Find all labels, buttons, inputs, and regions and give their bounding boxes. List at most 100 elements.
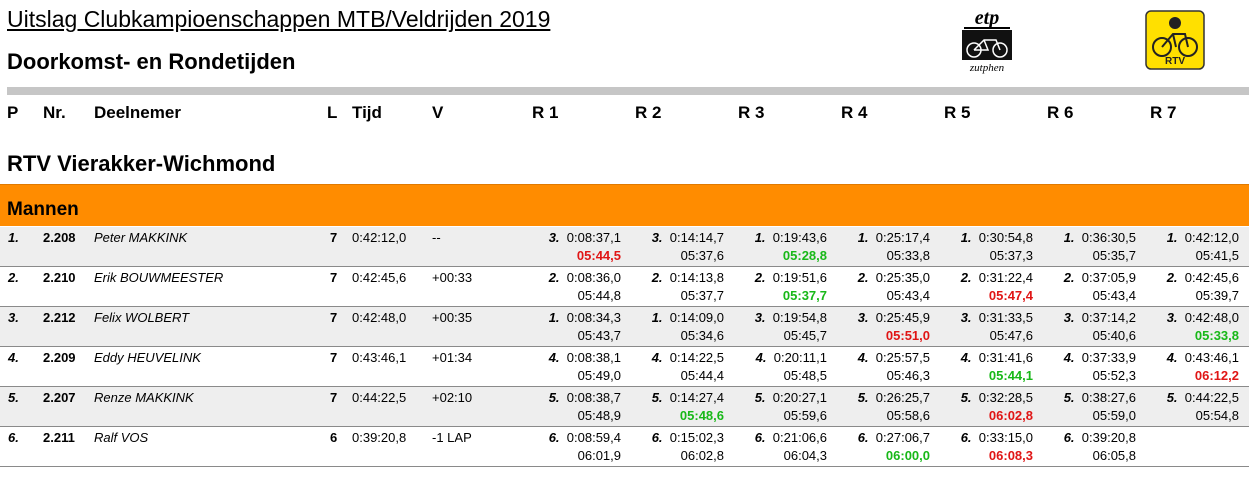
round-passage: 2. 0:31:22,4 [961,270,1033,285]
round-passage: 2. 0:37:05,9 [1064,270,1136,285]
col-header-time: Tijd [352,103,382,122]
round-cumulative-time: 0:44:22,5 [1184,390,1239,405]
round-passage: 4. 0:14:22,5 [652,350,724,365]
rider-gap: +00:33 [432,270,473,285]
round-cell: 6. 0:08:59,4 06:01,9 [518,427,621,466]
round-passage: 1. 0:30:54,8 [961,230,1033,245]
header-divider [7,87,1249,95]
round-passage: 3. 0:37:14,2 [1064,310,1136,325]
lap-time: 05:48,5 [783,368,827,383]
col-header-gap: V [432,103,444,122]
round-rank: 4. [1063,350,1075,365]
round-rank: 5. [857,390,869,405]
rider-laps: 7 [330,270,338,285]
round-cell: 6. 0:27:06,7 06:00,0 [827,427,930,466]
lap-time: 06:04,3 [783,448,827,463]
round-cumulative-time: 0:14:22,5 [669,350,724,365]
round-passage: 4. 0:43:46,1 [1167,350,1239,365]
round-passage: 5. 0:32:28,5 [961,390,1033,405]
round-cell: 2. 0:14:13,8 05:37,7 [621,267,724,306]
lap-time: 05:48,9 [577,408,621,423]
fastest-lap-time: 05:44,1 [988,368,1033,383]
round-rank: 2. [754,270,766,285]
lap-time: 05:44,4 [680,368,724,383]
round-rank: 2. [548,270,560,285]
round-cumulative-time: 0:08:38,1 [566,350,621,365]
round-rank: 5. [754,390,766,405]
round-passage: 2. 0:42:45,6 [1167,270,1239,285]
round-rank: 3. [960,310,972,325]
round-passage: 3. 0:08:37,1 [549,230,621,245]
round-cell: 1. 0:36:30,5 05:35,7 [1033,227,1136,266]
rider-total-time: 0:42:12,0 [352,230,407,245]
round-cell: 3. 0:37:14,2 05:40,6 [1033,307,1136,346]
round-passage: 6. 0:15:02,3 [652,430,724,445]
lap-time: 05:45,7 [783,328,827,343]
round-cell: 5. 0:20:27,1 05:59,6 [724,387,827,426]
round-cell: 6. 0:33:15,0 06:08,3 [930,427,1033,466]
round-rank: 4. [755,350,767,365]
round-passage: 2. 0:14:13,8 [652,270,724,285]
col-header-round-2: R 2 [635,103,662,122]
rider-laps: 7 [330,230,338,245]
round-cumulative-time: 0:42:12,0 [1184,230,1239,245]
lap-time: 05:39,7 [1195,288,1239,303]
round-cell: 6. 0:21:06,6 06:04,3 [724,427,827,466]
rider-number: 2.209 [43,350,76,365]
round-rank: 6. [960,430,972,445]
round-passage: 6. 0:27:06,7 [858,430,930,445]
lap-time: 05:47,6 [989,328,1033,343]
round-cell: 3. 0:08:37,1 05:44,5 [518,227,621,266]
round-rank: 6. [754,430,766,445]
round-cell: 4. 0:08:38,1 05:49,0 [518,347,621,386]
lap-time: 05:41,5 [1195,248,1239,263]
round-passage: 3. 0:14:14,7 [652,230,724,245]
round-passage: 5. 0:38:27,6 [1064,390,1136,405]
round-cell: 3. 0:31:33,5 05:47,6 [930,307,1033,346]
rider-laps: 6 [330,430,338,445]
round-cumulative-time: 0:08:34,3 [566,310,621,325]
round-cumulative-time: 0:19:54,8 [772,310,827,325]
round-cumulative-time: 0:38:27,6 [1081,390,1136,405]
rider-position: 5. [8,390,19,405]
rider-number: 2.212 [43,310,76,325]
lap-time: 05:52,3 [1092,368,1136,383]
rider-number: 2.211 [43,430,75,445]
lap-time: 05:34,6 [680,328,724,343]
rider-gap: +02:10 [432,390,473,405]
rider-gap: +01:34 [432,350,473,365]
col-header-participant: Deelnemer [94,103,181,122]
round-cell: 4. 0:14:22,5 05:44,4 [621,347,724,386]
rider-position: 6. [8,430,19,445]
lap-time: 05:58,6 [886,408,930,423]
rider-position: 2. [8,270,19,285]
round-passage: 1. 0:19:43,6 [755,230,827,245]
round-cumulative-time: 0:14:09,0 [669,310,724,325]
slowest-lap-time: 05:47,4 [988,288,1033,303]
round-cell: 3. 0:14:14,7 05:37,6 [621,227,724,266]
round-cell: 3. 0:25:45,9 05:51,0 [827,307,930,346]
slowest-lap-time: 05:51,0 [885,328,930,343]
round-passage: 4. 0:08:38,1 [549,350,621,365]
lap-time: 05:43,7 [577,328,621,343]
round-cell: 5. 0:08:38,7 05:48,9 [518,387,621,426]
round-cumulative-time: 0:08:38,7 [566,390,621,405]
round-cumulative-time: 0:08:37,1 [566,230,621,245]
rider-position: 1. [8,230,19,245]
rider-name: Peter MAKKINK [94,230,188,245]
table-row: 4. 2.209 Eddy HEUVELINK 7 0:43:46,1 +01:34 4. … [0,347,1249,387]
round-rank: 5. [1166,390,1178,405]
round-cumulative-time: 0:31:33,5 [978,310,1033,325]
round-rank: 6. [651,430,663,445]
lap-time: 05:43,4 [1092,288,1136,303]
lap-time: 05:37,3 [989,248,1033,263]
round-cell: 3. 0:42:48,0 05:33,8 [1136,307,1239,346]
rider-name: Renze MAKKINK [94,390,194,405]
round-passage: 1. 0:42:12,0 [1167,230,1239,245]
lap-time: 05:40,6 [1092,328,1136,343]
rider-total-time: 0:42:48,0 [352,310,407,325]
round-cumulative-time: 0:30:54,8 [978,230,1033,245]
round-rank: 3. [548,230,560,245]
round-rank: 4. [651,350,663,365]
rider-total-time: 0:39:20,8 [352,430,407,445]
